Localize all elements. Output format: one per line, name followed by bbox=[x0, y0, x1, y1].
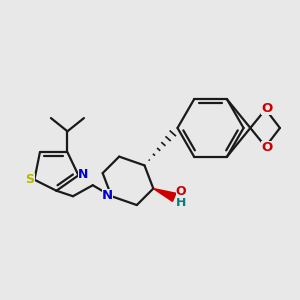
Text: N: N bbox=[101, 189, 112, 202]
Text: O: O bbox=[176, 185, 186, 198]
Text: S: S bbox=[26, 173, 34, 186]
Text: O: O bbox=[261, 102, 272, 115]
Text: O: O bbox=[261, 141, 272, 154]
Text: H: H bbox=[176, 196, 186, 209]
Text: N: N bbox=[78, 168, 88, 181]
Polygon shape bbox=[153, 188, 176, 201]
